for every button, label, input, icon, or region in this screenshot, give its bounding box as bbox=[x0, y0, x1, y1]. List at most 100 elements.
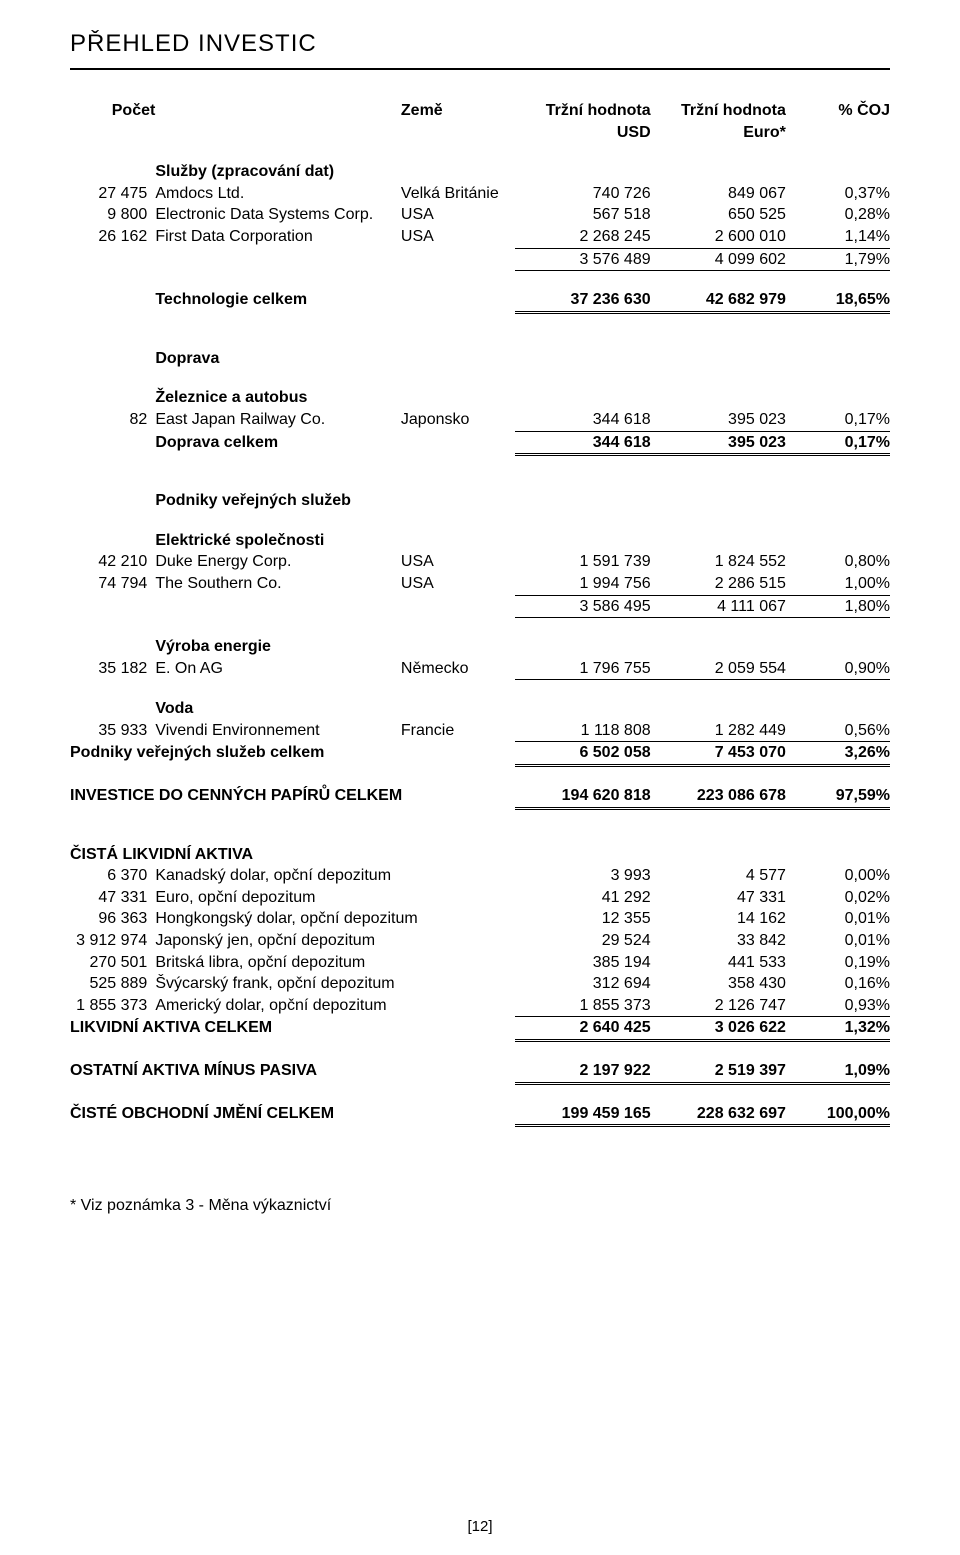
hdr-eur2: Euro* bbox=[651, 122, 786, 144]
sub-usd: 3 576 489 bbox=[515, 249, 650, 272]
grand-total-row: ČISTÉ OBCHODNÍ JMĚNÍ CELKEM 199 459 165 … bbox=[70, 1103, 890, 1128]
subtotal-row: 3 576 489 4 099 602 1,79% bbox=[70, 249, 890, 272]
row-usd: 312 694 bbox=[515, 973, 650, 995]
row-cty: USA bbox=[401, 226, 515, 249]
row-idx: 74 794 bbox=[70, 573, 155, 596]
row-usd: 1 994 756 bbox=[515, 573, 650, 596]
row-cty: Japonsko bbox=[401, 409, 515, 432]
row-eur: 1 282 449 bbox=[651, 720, 786, 743]
sub-usd: 3 586 495 bbox=[515, 596, 650, 619]
table-row: 525 889 Švýcarský frank, opční depozitum… bbox=[70, 973, 890, 995]
row-usd: 1 118 808 bbox=[515, 720, 650, 743]
row-pct: 1,14% bbox=[786, 226, 890, 249]
hdr-usd1: Tržní hodnota bbox=[515, 100, 650, 122]
table-row: 96 363 Hongkongský dolar, opční depozitu… bbox=[70, 908, 890, 930]
subcat-rail: Železnice a autobus bbox=[155, 387, 890, 409]
row-name: Duke Energy Corp. bbox=[155, 551, 401, 573]
grand-pct: 97,59% bbox=[786, 785, 890, 810]
row-eur: 47 331 bbox=[651, 887, 786, 909]
row-name: Hongkongský dolar, opční depozitum bbox=[155, 908, 515, 930]
total-pct: 1,32% bbox=[786, 1017, 890, 1042]
subcat-electric: Elektrické společnosti bbox=[155, 530, 890, 552]
sub-eur: 4 099 602 bbox=[651, 249, 786, 272]
total-pct: 0,17% bbox=[786, 432, 890, 457]
row-eur: 358 430 bbox=[651, 973, 786, 995]
row-pct: 0,19% bbox=[786, 952, 890, 974]
row-idx: 42 210 bbox=[70, 551, 155, 573]
total-label: Podniky veřejných služeb celkem bbox=[70, 742, 515, 767]
row-eur: 4 577 bbox=[651, 865, 786, 887]
total-row: Podniky veřejných služeb celkem 6 502 05… bbox=[70, 742, 890, 767]
subcat-water: Voda bbox=[155, 698, 890, 720]
row-cty: USA bbox=[401, 573, 515, 596]
row-name: Euro, opční depozitum bbox=[155, 887, 515, 909]
row-idx: 270 501 bbox=[70, 952, 155, 974]
row-name: Electronic Data Systems Corp. bbox=[155, 204, 401, 226]
hdr-pct: % ČOJ bbox=[786, 100, 890, 122]
sub-pct: 1,79% bbox=[786, 249, 890, 272]
total-usd: 6 502 058 bbox=[515, 742, 650, 767]
total-eur: 7 453 070 bbox=[651, 742, 786, 767]
other-row: OSTATNÍ AKTIVA MÍNUS PASIVA 2 197 922 2 … bbox=[70, 1060, 890, 1085]
grand-inv-label: INVESTICE DO CENNÝCH PAPÍRŮ CELKEM bbox=[70, 785, 515, 810]
table-row: 27 475 Amdocs Ltd. Velká Británie 740 72… bbox=[70, 183, 890, 205]
row-idx: 35 933 bbox=[70, 720, 155, 743]
grand-eur: 223 086 678 bbox=[651, 785, 786, 810]
grand-total-usd: 199 459 165 bbox=[515, 1103, 650, 1128]
cat-services: Služby (zpracování dat) bbox=[155, 161, 890, 183]
grand-total-pct: 100,00% bbox=[786, 1103, 890, 1128]
hdr-eur1: Tržní hodnota bbox=[651, 100, 786, 122]
total-row: Technologie celkem 37 236 630 42 682 979… bbox=[70, 289, 890, 314]
table-row: 35 933 Vivendi Environnement Francie 1 1… bbox=[70, 720, 890, 743]
row-idx: 3 912 974 bbox=[70, 930, 155, 952]
row-cty: Německo bbox=[401, 658, 515, 681]
row-idx: 26 162 bbox=[70, 226, 155, 249]
row-idx: 82 bbox=[70, 409, 155, 432]
row-name: Švýcarský frank, opční depozitum bbox=[155, 973, 515, 995]
total-row: Doprava celkem 344 618 395 023 0,17% bbox=[70, 432, 890, 457]
table-row: 1 855 373 Americký dolar, opční depozitu… bbox=[70, 995, 890, 1018]
total-label: LIKVIDNÍ AKTIVA CELKEM bbox=[70, 1017, 515, 1042]
other-label: OSTATNÍ AKTIVA MÍNUS PASIVA bbox=[70, 1060, 515, 1085]
total-eur: 395 023 bbox=[651, 432, 786, 457]
row-name: Japonský jen, opční depozitum bbox=[155, 930, 515, 952]
row-eur: 14 162 bbox=[651, 908, 786, 930]
row-name: Amdocs Ltd. bbox=[155, 183, 401, 205]
row-name: East Japan Railway Co. bbox=[155, 409, 401, 432]
row-pct: 0,80% bbox=[786, 551, 890, 573]
row-pct: 0,00% bbox=[786, 865, 890, 887]
row-usd: 344 618 bbox=[515, 409, 650, 432]
investment-table: Počet Země Tržní hodnota Tržní hodnota %… bbox=[70, 100, 890, 1127]
row-eur: 849 067 bbox=[651, 183, 786, 205]
row-usd: 2 268 245 bbox=[515, 226, 650, 249]
cat-liquid: ČISTÁ LIKVIDNÍ AKTIVA bbox=[70, 844, 890, 866]
table-header2: USD Euro* bbox=[70, 122, 890, 144]
row-usd: 41 292 bbox=[515, 887, 650, 909]
row-name: E. On AG bbox=[155, 658, 401, 681]
row-eur: 2 600 010 bbox=[651, 226, 786, 249]
grand-total-eur: 228 632 697 bbox=[651, 1103, 786, 1128]
row-usd: 1 855 373 bbox=[515, 995, 650, 1018]
cat-utilities: Podniky veřejných služeb bbox=[155, 490, 890, 512]
row-eur: 1 824 552 bbox=[651, 551, 786, 573]
row-pct: 0,28% bbox=[786, 204, 890, 226]
row-name: The Southern Co. bbox=[155, 573, 401, 596]
total-usd: 344 618 bbox=[515, 432, 650, 457]
table-row: 42 210 Duke Energy Corp. USA 1 591 739 1… bbox=[70, 551, 890, 573]
table-row: 74 794 The Southern Co. USA 1 994 756 2 … bbox=[70, 573, 890, 596]
row-eur: 2 059 554 bbox=[651, 658, 786, 681]
subtotal-row: 3 586 495 4 111 067 1,80% bbox=[70, 596, 890, 619]
row-pct: 0,01% bbox=[786, 908, 890, 930]
row-pct: 0,93% bbox=[786, 995, 890, 1018]
grand-inv-row: INVESTICE DO CENNÝCH PAPÍRŮ CELKEM 194 6… bbox=[70, 785, 890, 810]
sub-eur: 4 111 067 bbox=[651, 596, 786, 619]
row-usd: 1 591 739 bbox=[515, 551, 650, 573]
other-usd: 2 197 922 bbox=[515, 1060, 650, 1085]
row-usd: 385 194 bbox=[515, 952, 650, 974]
row-name: First Data Corporation bbox=[155, 226, 401, 249]
table-row: 82 East Japan Railway Co. Japonsko 344 6… bbox=[70, 409, 890, 432]
row-name: Vivendi Environnement bbox=[155, 720, 401, 743]
row-idx: 47 331 bbox=[70, 887, 155, 909]
grand-total-label: ČISTÉ OBCHODNÍ JMĚNÍ CELKEM bbox=[70, 1103, 515, 1128]
other-eur: 2 519 397 bbox=[651, 1060, 786, 1085]
